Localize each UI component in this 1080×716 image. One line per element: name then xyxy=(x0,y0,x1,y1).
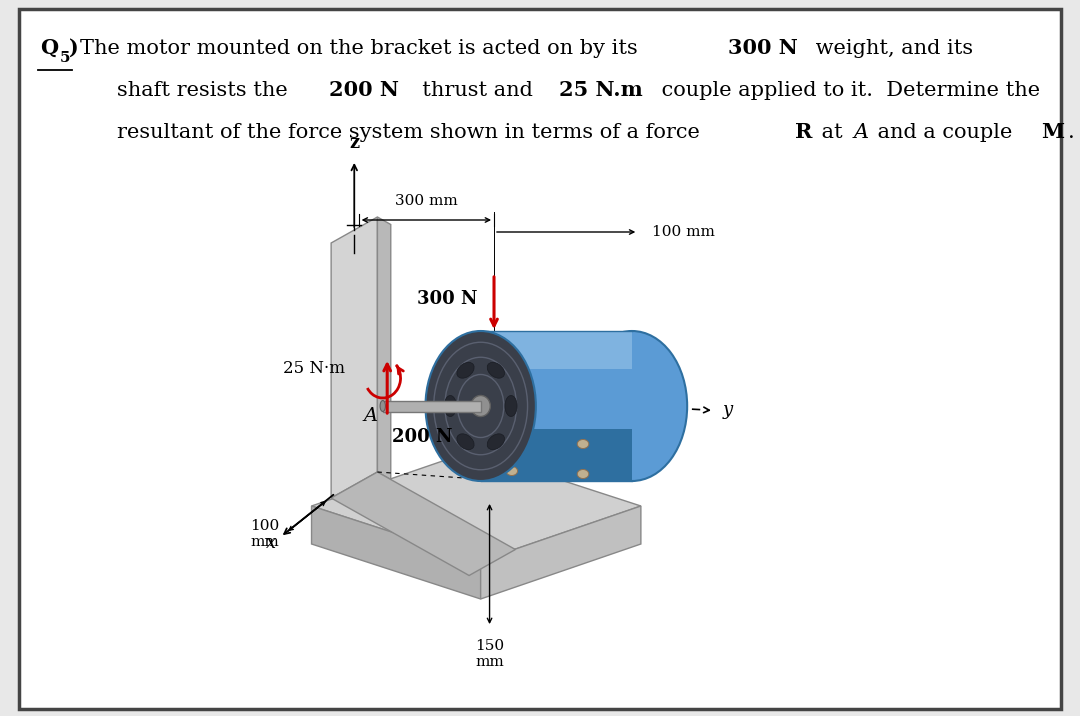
Text: A: A xyxy=(854,123,869,142)
Text: weight, and its: weight, and its xyxy=(809,39,973,58)
Ellipse shape xyxy=(380,400,386,412)
Text: ): ) xyxy=(68,38,78,58)
Ellipse shape xyxy=(507,437,517,445)
Ellipse shape xyxy=(444,395,457,417)
Polygon shape xyxy=(377,217,391,480)
Ellipse shape xyxy=(505,395,517,417)
Text: at: at xyxy=(814,123,849,142)
Polygon shape xyxy=(382,400,481,412)
Text: shaft resists the: shaft resists the xyxy=(118,81,301,100)
Text: A: A xyxy=(363,407,378,425)
Ellipse shape xyxy=(487,434,504,450)
Text: and a couple: and a couple xyxy=(872,123,1020,142)
Ellipse shape xyxy=(577,440,589,448)
Text: 150
mm: 150 mm xyxy=(475,639,504,669)
Text: 5: 5 xyxy=(59,51,70,65)
Text: 300 mm: 300 mm xyxy=(395,194,458,208)
Text: couple applied to it.  Determine the: couple applied to it. Determine the xyxy=(656,81,1040,100)
Text: 25 N.m: 25 N.m xyxy=(559,80,643,100)
Text: 100 mm: 100 mm xyxy=(652,225,715,239)
Polygon shape xyxy=(481,331,632,481)
Ellipse shape xyxy=(577,331,687,481)
Text: 200 N: 200 N xyxy=(328,80,399,100)
Ellipse shape xyxy=(487,362,504,378)
Text: 300 N: 300 N xyxy=(728,38,798,58)
Ellipse shape xyxy=(426,331,536,481)
Text: y: y xyxy=(723,401,733,419)
Polygon shape xyxy=(332,472,515,576)
Polygon shape xyxy=(332,217,377,498)
Polygon shape xyxy=(481,428,632,481)
Text: 200 N: 200 N xyxy=(392,428,453,446)
Ellipse shape xyxy=(577,470,589,478)
Polygon shape xyxy=(311,506,481,599)
Ellipse shape xyxy=(457,362,474,378)
Polygon shape xyxy=(311,451,640,561)
Text: R: R xyxy=(795,122,812,142)
Text: 300 N: 300 N xyxy=(418,290,478,308)
Ellipse shape xyxy=(507,467,517,475)
Text: thrust and: thrust and xyxy=(409,81,540,100)
Polygon shape xyxy=(481,506,640,599)
Text: z: z xyxy=(349,134,360,152)
Ellipse shape xyxy=(471,395,490,417)
Text: resultant of the force system shown in terms of a force: resultant of the force system shown in t… xyxy=(118,123,707,142)
Text: M: M xyxy=(1041,122,1064,142)
Text: Q: Q xyxy=(40,38,58,58)
Text: x: x xyxy=(267,534,276,552)
Text: The motor mounted on the bracket is acted on by its: The motor mounted on the bracket is acte… xyxy=(80,39,645,58)
Polygon shape xyxy=(481,331,632,369)
Text: 100
mm: 100 mm xyxy=(251,519,280,549)
Text: .: . xyxy=(1068,123,1075,142)
Ellipse shape xyxy=(457,434,474,450)
Text: 25 N·m: 25 N·m xyxy=(283,359,346,377)
